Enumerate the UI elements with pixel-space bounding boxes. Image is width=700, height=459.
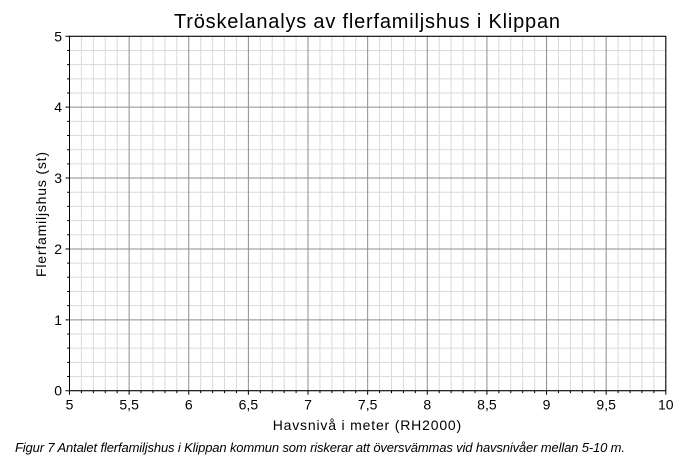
svg-text:0: 0: [54, 383, 62, 399]
svg-text:1: 1: [54, 312, 62, 328]
svg-text:6: 6: [185, 397, 193, 413]
svg-text:8: 8: [423, 397, 431, 413]
svg-text:Flerfamiljshus (st): Flerfamiljshus (st): [33, 152, 49, 277]
svg-text:8,5: 8,5: [477, 397, 497, 413]
svg-text:9,5: 9,5: [596, 397, 616, 413]
svg-text:9: 9: [543, 397, 551, 413]
svg-text:Figur 7 Antalet flerfamiljshus: Figur 7 Antalet flerfamiljshus i Klippan…: [15, 440, 625, 455]
svg-text:5: 5: [66, 397, 74, 413]
svg-text:Tröskelanalys av flerfamiljshu: Tröskelanalys av flerfamiljshus i Klippa…: [174, 11, 560, 33]
svg-text:2: 2: [54, 241, 62, 257]
svg-text:Havsnivå i meter (RH2000): Havsnivå i meter (RH2000): [273, 417, 462, 433]
svg-text:5,5: 5,5: [119, 397, 139, 413]
svg-text:5: 5: [54, 28, 62, 44]
svg-text:10: 10: [658, 397, 674, 413]
svg-text:6,5: 6,5: [239, 397, 259, 413]
svg-text:4: 4: [54, 99, 62, 115]
svg-text:7,5: 7,5: [358, 397, 378, 413]
svg-text:7: 7: [304, 397, 312, 413]
svg-text:3: 3: [54, 170, 62, 186]
